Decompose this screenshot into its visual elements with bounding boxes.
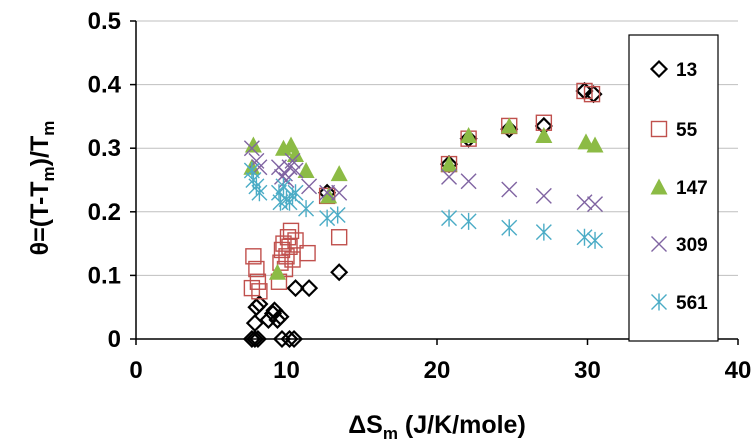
point-561-17 bbox=[535, 223, 552, 241]
point-55-10 bbox=[278, 248, 295, 265]
point-561-19 bbox=[587, 231, 604, 249]
point-147-2 bbox=[268, 263, 286, 280]
y-tick-label-5: 0.5 bbox=[88, 8, 121, 35]
series-55 bbox=[243, 82, 601, 300]
point-55-15 bbox=[287, 232, 304, 249]
point-309-15 bbox=[501, 181, 518, 198]
point-55-3 bbox=[249, 273, 267, 290]
legend-label-561: 561 bbox=[676, 293, 708, 314]
point-147-6 bbox=[297, 161, 315, 178]
point-13-10 bbox=[271, 307, 290, 326]
point-147-10 bbox=[460, 126, 478, 143]
y-tick-label-2: 0.2 bbox=[88, 199, 121, 226]
point-309-13 bbox=[441, 168, 458, 185]
legend-item-55: 55 bbox=[650, 120, 698, 141]
point-13-3 bbox=[245, 314, 264, 333]
point-13-12 bbox=[280, 329, 299, 349]
point-55-1 bbox=[245, 248, 262, 265]
point-147-13 bbox=[577, 133, 595, 150]
point-309-11 bbox=[331, 184, 348, 201]
legend-marker-309 bbox=[651, 236, 667, 252]
y-tick-labels: 0 0.1 0.2 0.3 0.4 0.5 bbox=[88, 8, 122, 353]
legend-item-13: 13 bbox=[649, 59, 697, 81]
point-13-14 bbox=[286, 279, 305, 298]
point-13-2 bbox=[248, 329, 267, 349]
point-309-8 bbox=[284, 152, 301, 169]
x-tick-label-2: 20 bbox=[424, 357, 451, 384]
legend-label-55: 55 bbox=[676, 120, 698, 141]
point-55-24 bbox=[583, 85, 601, 103]
point-309-12 bbox=[319, 184, 336, 201]
y-axis-title: θ=(T-Tm)/Tm bbox=[26, 121, 58, 256]
point-147-1 bbox=[244, 136, 262, 153]
point-561-13 bbox=[329, 206, 346, 224]
point-309-10 bbox=[301, 178, 318, 195]
point-561-3 bbox=[251, 184, 268, 202]
legend-marker-55 bbox=[650, 120, 668, 138]
point-309-9 bbox=[287, 162, 304, 179]
point-309-18 bbox=[587, 196, 604, 213]
x-axis-title: ΔSm (J/K/mole) bbox=[348, 411, 526, 443]
point-13-20 bbox=[500, 120, 519, 139]
data-points bbox=[242, 81, 604, 349]
x-tick-label-3: 30 bbox=[574, 357, 601, 384]
y-tick-label-1: 0.1 bbox=[88, 262, 121, 289]
legend-label-13: 13 bbox=[676, 60, 697, 81]
point-147-5 bbox=[287, 146, 305, 163]
point-561-2 bbox=[248, 177, 265, 195]
point-13-5 bbox=[250, 294, 269, 314]
x-tick-label-0: 0 bbox=[129, 357, 142, 384]
point-309-16 bbox=[535, 187, 552, 204]
point-561-18 bbox=[576, 228, 593, 246]
point-561-10 bbox=[287, 184, 304, 202]
series-147 bbox=[243, 117, 604, 280]
point-561-16 bbox=[501, 219, 518, 237]
point-13-16 bbox=[330, 263, 349, 282]
legend-label-147: 147 bbox=[676, 178, 708, 199]
point-55-4 bbox=[251, 283, 268, 300]
point-147-14 bbox=[586, 136, 604, 153]
legend-marker-147 bbox=[650, 178, 668, 195]
point-561-11 bbox=[298, 200, 315, 218]
point-13-11 bbox=[272, 329, 292, 349]
series-13 bbox=[242, 81, 603, 349]
series-561 bbox=[243, 161, 604, 249]
point-147-11 bbox=[500, 117, 518, 134]
point-147-7 bbox=[330, 165, 348, 182]
point-561-0 bbox=[243, 161, 260, 179]
point-561-15 bbox=[460, 212, 477, 230]
x-tick-labels: 0 10 20 30 40 bbox=[129, 357, 751, 384]
series-309 bbox=[243, 140, 604, 213]
y-tick-label-4: 0.4 bbox=[88, 72, 122, 99]
legend-marker-13 bbox=[649, 59, 669, 79]
point-55-2 bbox=[248, 260, 265, 278]
point-55-12 bbox=[281, 238, 298, 255]
point-55-13 bbox=[282, 222, 300, 240]
legend-item-561: 561 bbox=[651, 293, 708, 314]
point-309-14 bbox=[460, 173, 477, 190]
point-55-17 bbox=[330, 229, 348, 246]
x-tick-label-4: 40 bbox=[725, 357, 752, 384]
y-tick-label-0: 0 bbox=[108, 326, 121, 353]
legend-item-309: 309 bbox=[651, 235, 708, 256]
legend: 13 55 147 309 561 bbox=[628, 34, 719, 342]
legend-marker-561 bbox=[651, 293, 667, 311]
point-309-17 bbox=[576, 194, 593, 211]
point-13-15 bbox=[300, 279, 319, 298]
point-561-12 bbox=[319, 209, 336, 227]
x-tick-label-1: 10 bbox=[273, 357, 300, 384]
point-13-0 bbox=[242, 329, 261, 349]
point-561-14 bbox=[441, 209, 458, 227]
legend-label-309: 309 bbox=[676, 235, 708, 256]
point-13-13 bbox=[284, 329, 304, 349]
point-13-1 bbox=[245, 329, 264, 349]
point-55-16 bbox=[299, 244, 316, 262]
point-147-12 bbox=[535, 126, 553, 143]
point-309-0 bbox=[243, 140, 260, 157]
point-147-9 bbox=[440, 155, 458, 172]
y-tick-label-3: 0.3 bbox=[88, 135, 121, 162]
legend-item-147: 147 bbox=[650, 178, 708, 199]
